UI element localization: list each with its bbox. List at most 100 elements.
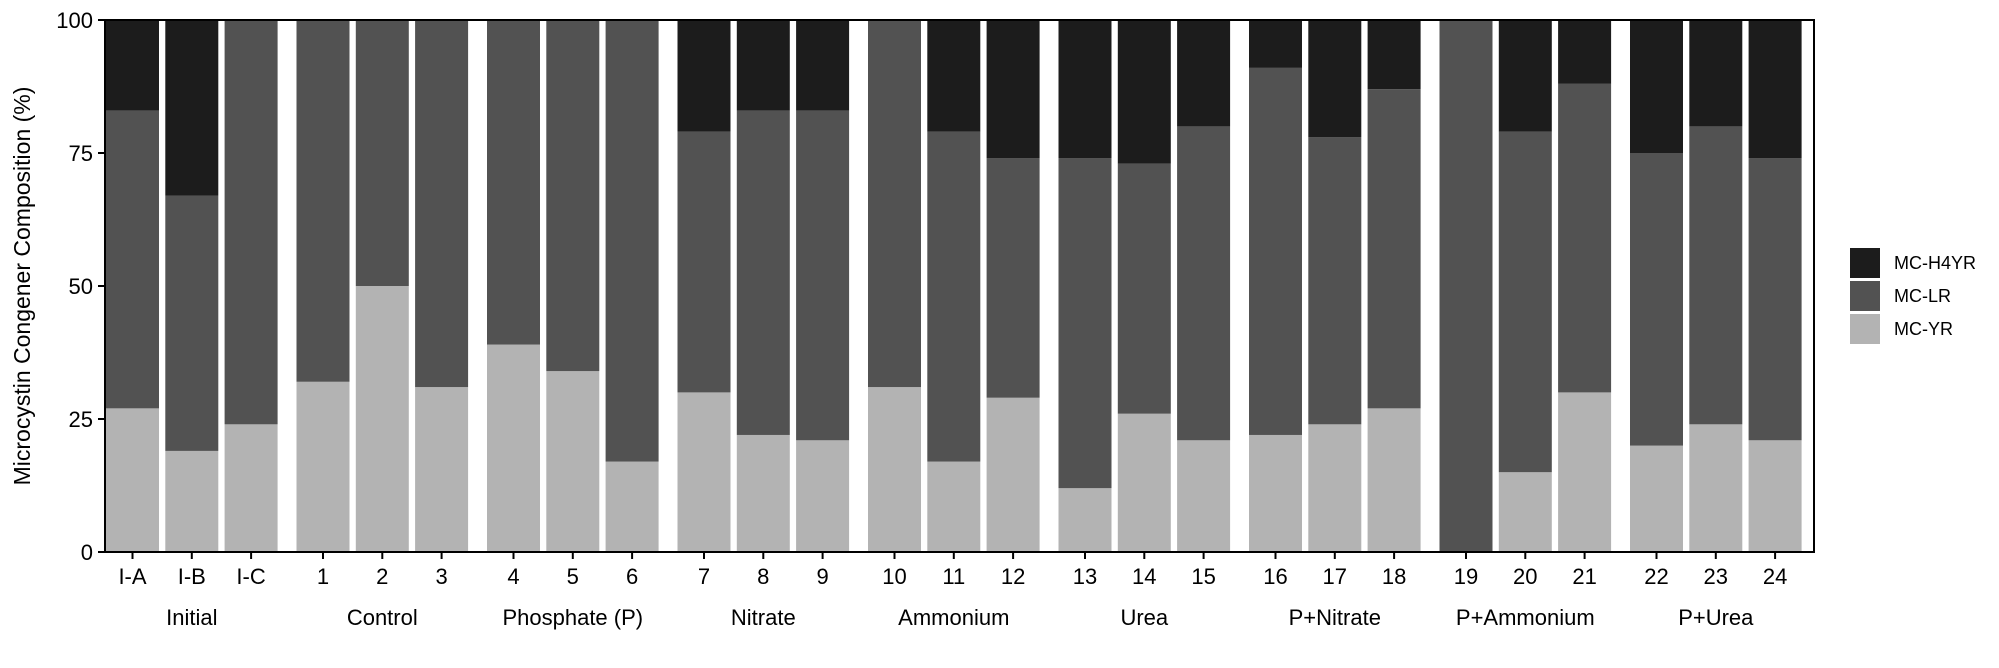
bar-15-mc-yr xyxy=(1177,440,1231,552)
bar-17-mc-yr xyxy=(1308,424,1362,552)
x-tick-label: 20 xyxy=(1513,564,1537,589)
bar-15-mc-lr xyxy=(1177,126,1231,441)
y-tick-label: 100 xyxy=(56,8,93,33)
group-label: Initial xyxy=(166,605,217,630)
bar-5-mc-yr xyxy=(546,371,600,552)
bar-3-mc-yr xyxy=(415,387,469,552)
bar-8-mc-lr xyxy=(736,110,790,435)
bar-11-mc-lr xyxy=(927,131,981,462)
bar-9-mc-h4yr xyxy=(796,20,850,111)
x-tick-label: 22 xyxy=(1644,564,1668,589)
x-tick-label: 14 xyxy=(1132,564,1156,589)
legend-swatch-mc-yr xyxy=(1850,314,1880,344)
bar-1-mc-yr xyxy=(296,381,350,552)
bar-21-mc-lr xyxy=(1558,83,1612,393)
x-tick-label: 24 xyxy=(1763,564,1787,589)
group-label: Phosphate (P) xyxy=(502,605,643,630)
x-tick-label: 7 xyxy=(698,564,710,589)
group-label: P+Nitrate xyxy=(1289,605,1381,630)
x-tick-label: 6 xyxy=(626,564,638,589)
x-tick-label: 4 xyxy=(507,564,519,589)
x-tick-label: 2 xyxy=(376,564,388,589)
y-tick-label: 0 xyxy=(81,540,93,565)
bar-7-mc-h4yr xyxy=(677,20,731,132)
bar-6-mc-lr xyxy=(605,20,659,462)
bar-13-mc-yr xyxy=(1058,488,1112,552)
bar-14-mc-h4yr xyxy=(1117,20,1171,164)
bar-I-B-mc-lr xyxy=(165,195,219,451)
bar-23-mc-h4yr xyxy=(1689,20,1743,127)
x-tick-label: 15 xyxy=(1191,564,1215,589)
bar-24-mc-h4yr xyxy=(1748,20,1802,159)
bar-10-mc-yr xyxy=(868,387,921,552)
bar-11-mc-h4yr xyxy=(927,20,981,132)
x-tick-label: 16 xyxy=(1263,564,1287,589)
x-tick-label: I-A xyxy=(118,564,146,589)
y-tick-label: 50 xyxy=(69,274,93,299)
bar-12-mc-h4yr xyxy=(986,20,1040,159)
bar-20-mc-lr xyxy=(1498,131,1552,473)
bar-I-B-mc-yr xyxy=(165,450,219,552)
bar-4-mc-yr xyxy=(487,344,540,552)
bar-12-mc-yr xyxy=(986,397,1040,552)
y-tick-label: 25 xyxy=(69,407,93,432)
legend-label: MC-YR xyxy=(1894,319,1953,339)
x-tick-label: 23 xyxy=(1704,564,1728,589)
bar-19-mc-lr xyxy=(1439,20,1493,552)
bar-11-mc-yr xyxy=(927,461,981,552)
bar-I-A-mc-lr xyxy=(106,110,159,409)
bar-18-mc-h4yr xyxy=(1367,20,1421,90)
x-tick-label: 3 xyxy=(435,564,447,589)
bar-16-mc-lr xyxy=(1249,67,1302,435)
legend-swatch-mc-h4yr xyxy=(1850,248,1880,278)
legend-label: MC-LR xyxy=(1894,286,1951,306)
bar-9-mc-lr xyxy=(796,110,850,441)
bar-7-mc-yr xyxy=(677,392,731,552)
bar-8-mc-yr xyxy=(736,434,790,552)
bar-7-mc-lr xyxy=(677,131,731,393)
bar-21-mc-h4yr xyxy=(1558,20,1612,84)
bars-layer xyxy=(106,20,1802,552)
x-tick-label: I-C xyxy=(236,564,265,589)
bar-10-mc-lr xyxy=(868,20,921,388)
y-axis-label: Microcystin Congener Composition (%) xyxy=(9,87,35,486)
bar-I-C-mc-yr xyxy=(224,424,278,552)
x-tick-label: 10 xyxy=(882,564,906,589)
bar-I-B-mc-h4yr xyxy=(165,20,219,196)
bar-24-mc-yr xyxy=(1748,440,1802,552)
x-tick-label: I-B xyxy=(178,564,206,589)
bar-15-mc-h4yr xyxy=(1177,20,1231,127)
x-tick-label: 9 xyxy=(816,564,828,589)
bar-I-C-mc-lr xyxy=(224,20,278,425)
legend: MC-H4YR MC-LR MC-YR xyxy=(1850,248,1976,344)
bar-23-mc-lr xyxy=(1689,126,1743,425)
bar-2-mc-yr xyxy=(355,286,409,552)
x-tick-label: 8 xyxy=(757,564,769,589)
x-tick-label: 18 xyxy=(1382,564,1406,589)
bar-5-mc-lr xyxy=(546,20,600,372)
group-label: P+Ammonium xyxy=(1456,605,1595,630)
bar-22-mc-lr xyxy=(1630,153,1683,446)
x-tick-label: 12 xyxy=(1001,564,1025,589)
group-label: Urea xyxy=(1120,605,1168,630)
bar-17-mc-lr xyxy=(1308,137,1362,425)
x-tick-label: 17 xyxy=(1323,564,1347,589)
bar-8-mc-h4yr xyxy=(736,20,790,111)
x-tick-label: 13 xyxy=(1073,564,1097,589)
bar-13-mc-h4yr xyxy=(1058,20,1112,159)
x-tick-label: 11 xyxy=(942,564,965,589)
bar-18-mc-lr xyxy=(1367,89,1421,409)
bar-4-mc-lr xyxy=(487,20,540,345)
bar-14-mc-lr xyxy=(1117,163,1171,414)
bar-I-A-mc-h4yr xyxy=(106,20,159,111)
bar-2-mc-lr xyxy=(355,20,409,286)
bar-3-mc-lr xyxy=(415,20,469,388)
group-label: Ammonium xyxy=(898,605,1009,630)
bar-21-mc-yr xyxy=(1558,392,1612,552)
bar-1-mc-lr xyxy=(296,20,350,382)
bar-23-mc-yr xyxy=(1689,424,1743,552)
bar-6-mc-yr xyxy=(605,461,659,552)
x-axis: I-A I-B I-C 1 2 3 4 5 6 7 8 9 10 11 12 13 14 15 16 17 18 19 20… xyxy=(118,552,1787,589)
bar-13-mc-lr xyxy=(1058,158,1112,489)
